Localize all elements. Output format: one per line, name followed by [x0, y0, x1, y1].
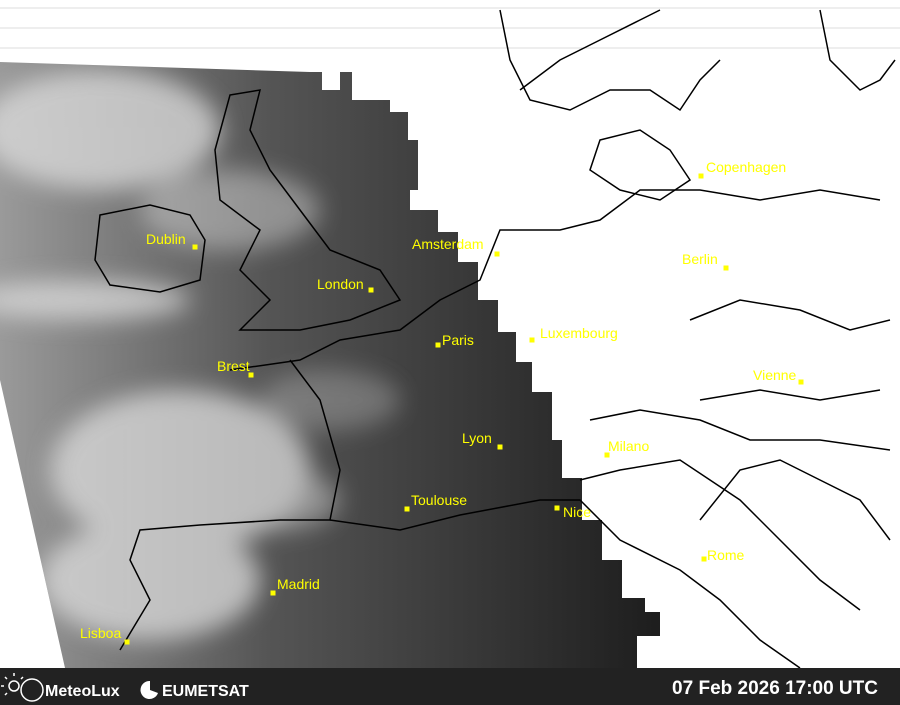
- city-label: Toulouse: [411, 492, 467, 508]
- city-label: Copenhagen: [706, 159, 786, 175]
- eumetsat-icon: [140, 680, 158, 699]
- city-dot: [529, 337, 535, 343]
- city-label: Amsterdam: [412, 236, 484, 252]
- city-label: Milano: [608, 438, 649, 454]
- city-label: Rome: [707, 547, 745, 563]
- city-dot: [798, 379, 804, 385]
- city-dot: [701, 556, 707, 562]
- coastlines: [94, 9, 896, 669]
- city-dot: [723, 265, 729, 271]
- city-label: Lyon: [462, 430, 492, 446]
- city-dot: [554, 505, 560, 511]
- meteolux-icon: [1, 673, 44, 702]
- city-label: Nice: [563, 504, 591, 520]
- city-dot: [124, 639, 130, 645]
- city-label: Berlin: [682, 251, 718, 267]
- city-label: Madrid: [277, 576, 320, 592]
- city-label: Brest: [217, 358, 250, 374]
- scan-lines: [0, 7, 900, 49]
- city-dot: [435, 342, 441, 348]
- city-label: Paris: [442, 332, 474, 348]
- city-label: London: [317, 276, 364, 292]
- city-label: Luxembourg: [540, 325, 618, 341]
- city-dot: [604, 452, 610, 458]
- city-dot: [494, 251, 500, 257]
- city-dot: [270, 590, 276, 596]
- city-dot: [698, 173, 704, 179]
- city-label: Lisboa: [80, 625, 121, 641]
- city-label: Vienne: [753, 367, 797, 383]
- city-label: Dublin: [146, 231, 186, 247]
- city-dot: [404, 506, 410, 512]
- city-dot: [248, 372, 254, 378]
- logo-meteolux: MeteoLux: [45, 683, 120, 700]
- city-dot: [192, 244, 198, 250]
- logo-eumetsat: EUMETSAT: [162, 683, 249, 700]
- timestamp: 07 Feb 2026 17:00 UTC: [672, 678, 878, 699]
- city-layer: Dublin London Amsterdam Berlin Copenhagen Par…: [80, 159, 804, 645]
- city-dot: [368, 287, 374, 293]
- city-dot: [497, 444, 503, 450]
